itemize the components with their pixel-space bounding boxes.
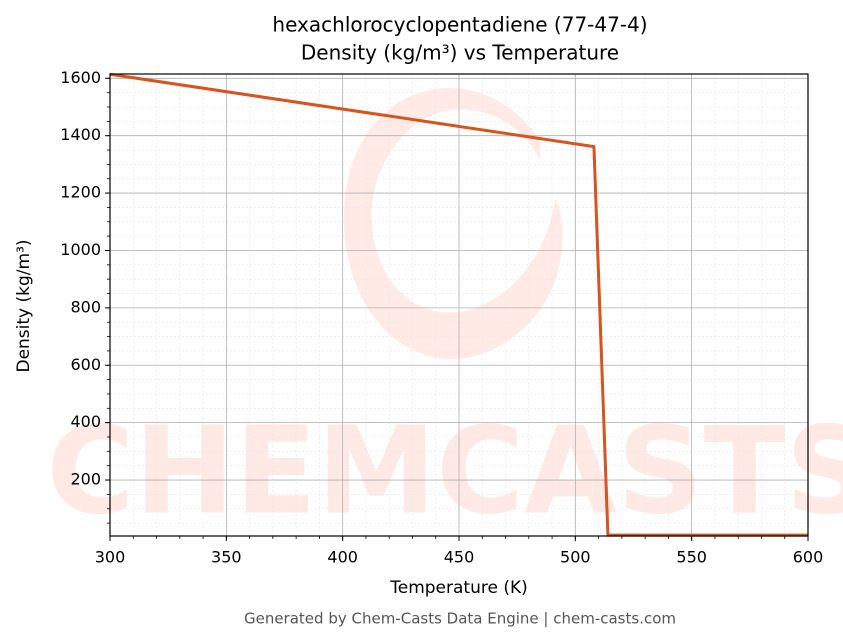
x-tick-label: 550 xyxy=(676,548,707,567)
y-tick-label: 1200 xyxy=(60,183,101,202)
x-tick-label: 350 xyxy=(211,548,242,567)
watermark-layer: CHEMCASTS xyxy=(46,87,843,542)
y-tick-label: 200 xyxy=(70,470,101,489)
data-line xyxy=(109,72,808,537)
watermark-text: CHEMCASTS xyxy=(46,403,843,542)
x-axis-label: Temperature (K) xyxy=(389,578,528,598)
y-tick-label: 400 xyxy=(70,412,101,431)
chart-subtitle: Density (kg/m³) vs Temperature xyxy=(301,41,619,65)
chart-title: hexachlorocyclopentadiene (77-47-4) xyxy=(272,13,647,37)
watermark-logo xyxy=(343,87,563,360)
y-tick-label: 1400 xyxy=(60,125,101,144)
x-tick-label: 450 xyxy=(444,548,475,567)
x-tick-label: 400 xyxy=(327,548,358,567)
y-tick-label: 800 xyxy=(70,297,101,316)
y-tick-label: 600 xyxy=(70,355,101,374)
x-tick-label: 600 xyxy=(793,548,824,567)
plot-frame xyxy=(109,73,809,537)
x-tick-label: 300 xyxy=(95,548,126,567)
footer: Generated by Chem-Casts Data Engine | ch… xyxy=(244,610,676,628)
y-tick-label: 1000 xyxy=(60,240,101,259)
y-tick-label: 1600 xyxy=(60,68,101,87)
x-tick-label: 500 xyxy=(560,548,591,567)
y-axis-label: Density (kg/m³) xyxy=(14,239,34,372)
